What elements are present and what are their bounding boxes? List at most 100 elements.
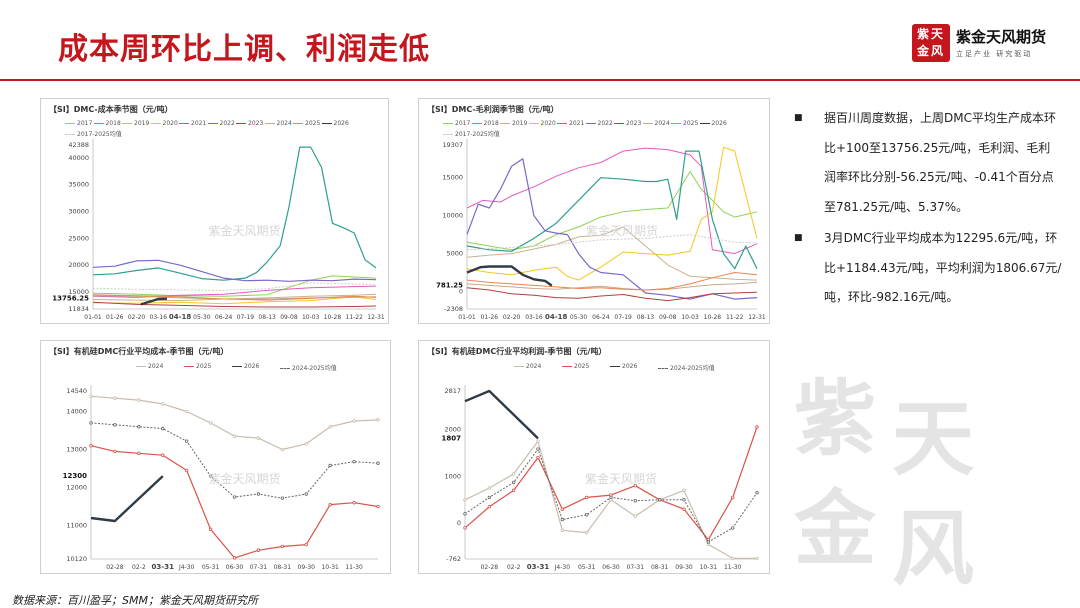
series-point-2025 [137, 451, 141, 456]
legend-label: 2024-2025均值 [670, 365, 715, 372]
legend-item: 2026 [321, 120, 349, 127]
legend-swatch [471, 123, 482, 124]
current-value-label: 12300 [63, 472, 87, 480]
legend-item: 2026 [699, 120, 727, 127]
series-line-2019 [92, 293, 377, 302]
bullet-text: 3月DMC行业平均成本为12295.6元/吨，环比+1184.43元/吨，平均利… [824, 231, 1062, 304]
series-point-2025 [376, 504, 380, 509]
series-line-2025 [92, 294, 377, 301]
legend-swatch [610, 366, 620, 367]
legend-item: 2018 [471, 120, 499, 127]
legend-item: 2023 [614, 120, 641, 127]
chart-title: 【SI】DMC-毛利润季节图（元/吨） [427, 105, 559, 114]
legend-item: 2025 [671, 120, 698, 127]
series-point-2025 [89, 444, 93, 448]
series-point-2025 [463, 526, 467, 530]
series-point-2024-2025均值 [89, 421, 93, 425]
x-tick-label: 07-31 [250, 564, 268, 571]
series-line-2026 [466, 265, 553, 287]
series-line-2026 [464, 389, 539, 440]
x-tick-label: 01-01 [84, 314, 102, 321]
series-point-2024 [113, 396, 117, 400]
legend-label: 2019 [134, 120, 150, 127]
company-logo: 紫天 金风 紫金天风期货 立足产业 研究驱动 [908, 22, 1058, 68]
x-tick-label: 03-31 [152, 563, 175, 571]
chart-svg: -2308 0 5000 10000 15000 19307 01-01 01-26 02-20… [436, 139, 766, 321]
legend-item: 2025 [562, 363, 589, 370]
y-tick-label: 10120 [66, 555, 87, 563]
series-point-2025 [280, 544, 285, 549]
series-point-2024-2025均值 [280, 496, 285, 500]
x-tick-label: 04-18 [169, 313, 192, 321]
legend-label: 2026 [244, 363, 260, 370]
series-point-2024 [184, 409, 189, 414]
page-title: 成本周环比上调、利润走低 [58, 32, 430, 67]
chart-panel-avg-profit: 【SI】有机硅DMC行业平均利润-季节图（元/吨） 2024 2025 2026 202… [418, 340, 770, 574]
legend-label: 2025 [574, 363, 590, 370]
x-tick-label: 05-30 [570, 314, 588, 321]
series-point-2024 [256, 436, 261, 440]
legend-swatch [321, 123, 332, 124]
x-tick-label: 06-30 [602, 564, 620, 571]
bullet-item: ■ 3月DMC行业平均成本为12295.6元/吨，环比+1184.43元/吨，平… [794, 224, 1062, 313]
bullet-item: ■ 据百川周度数据，上周DMC平均生产成本环比+100至13756.25元/吨，… [794, 104, 1062, 222]
legend-swatch [280, 368, 290, 369]
x-tick-label: 11-22 [726, 314, 744, 321]
series-point-2024-2025均值 [609, 495, 613, 500]
series-point-2025 [487, 505, 492, 509]
legend-item: 2024 [264, 120, 292, 127]
series-point-2025 [256, 548, 261, 552]
legend-item: 2024 [136, 363, 163, 370]
y-tick-label: -762 [446, 555, 461, 563]
legend-item: 2022 [585, 120, 613, 127]
series-point-2025 [328, 502, 332, 507]
series-point-2025 [584, 495, 589, 500]
x-tick-label: 02-28 [481, 564, 499, 571]
series-point-2024-2025均值 [328, 463, 332, 468]
series-point-2024 [232, 434, 237, 438]
series-point-2025 [633, 483, 638, 488]
legend-item: 2024-2025均值 [658, 363, 715, 372]
series-point-2025 [536, 455, 540, 460]
series-point-2025 [161, 453, 165, 457]
series-point-2024-2025均值 [633, 498, 638, 503]
x-tick-label: 01-01 [458, 314, 476, 321]
x-tick-label: 09-08 [659, 314, 677, 321]
series-line-2017-2025均值 [92, 282, 377, 291]
x-tick-label: 02-2 [507, 564, 521, 571]
series-line-2024 [466, 281, 758, 291]
series-point-2024 [89, 394, 93, 399]
legend-swatch [658, 368, 668, 369]
legend-swatch [122, 123, 132, 124]
legend-item: 2019 [122, 120, 149, 127]
x-tick-label: 10-03 [302, 314, 320, 321]
series-point-2024 [208, 421, 213, 425]
x-tick-label: 05-30 [193, 314, 211, 321]
x-tick-label: 08-13 [258, 314, 276, 321]
chart-panel-dmc-cost: 【SI】DMC-成本季节图（元/吨） 2017 2018 2019 2020 2021 20… [40, 98, 389, 324]
logo-name: 紫金天风期货 [956, 28, 1047, 46]
y-tick-label: 10000 [442, 212, 463, 220]
x-tick-label: 06-24 [215, 314, 233, 321]
legend-label: 2026 [622, 363, 638, 370]
analysis-bullets: ■ 据百川周度数据，上周DMC平均生产成本环比+100至13756.25元/吨，… [794, 104, 1062, 315]
legend-item: 2026 [232, 363, 259, 370]
legend-swatch [642, 123, 653, 124]
bullet-text: 据百川周度数据，上周DMC平均生产成本环比+100至13756.25元/吨，毛利… [824, 111, 1056, 214]
series-point-2024-2025均值 [232, 495, 237, 499]
series-point-2024-2025均值 [536, 447, 540, 451]
legend-item: 2025 [293, 120, 320, 127]
series-point-2025 [232, 556, 237, 560]
series-point-2024-2025均值 [706, 540, 711, 544]
y-tick-label: 11834 [68, 305, 89, 313]
legend-label: 2023 [626, 120, 642, 127]
series-point-2024 [536, 439, 540, 443]
legend-label: 2017 [77, 120, 93, 127]
y-tick-label: 0 [459, 287, 463, 295]
legend-swatch [236, 123, 246, 124]
legend-item: 2026 [610, 363, 637, 370]
legend-label: 2023 [248, 120, 264, 127]
series-line-2017 [92, 275, 377, 297]
series-line-2024-2025均值 [90, 422, 379, 499]
series-line-2024 [92, 295, 377, 300]
